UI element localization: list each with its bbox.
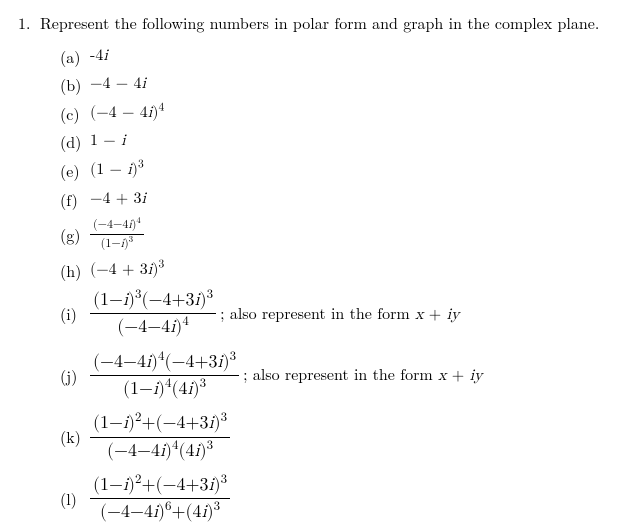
item-expr: (1−i)2+(−4+3i)3 (−4−4i)4(4i)3 <box>90 411 230 463</box>
fraction: (1−i)3(−4+3i)3 (−4−4i)4 <box>90 288 216 340</box>
fraction: (−4−4i)4(−4+3i)3 (1−i)4(4i)3 <box>90 350 239 402</box>
item-label: (d) <box>60 131 90 153</box>
item-b: (b) −4 − 4i <box>60 74 624 96</box>
item-expr: (−4 − 4i)4 <box>90 103 164 125</box>
item-label: (a) <box>60 46 90 68</box>
item-g: (g) (−4−4i)4 (1−i)3 <box>60 217 624 252</box>
problem-number: 1. <box>18 12 40 34</box>
item-i: (i) (1−i)3(−4+3i)3 (−4−4i)4 ; also repre… <box>60 288 624 340</box>
item-expr: (1−i)2+(−4+3i)3 (−4−4i)6+(4i)3 <box>90 473 230 525</box>
item-h: (h) (−4 + 3i)3 <box>60 260 624 282</box>
item-f: (f) −4 + 3i <box>60 189 624 211</box>
item-label: (f) <box>60 189 90 211</box>
fraction: (1−i)2+(−4+3i)3 (−4−4i)4(4i)3 <box>90 411 230 463</box>
item-label: (j) <box>60 365 90 387</box>
item-d: (d) 1 − i <box>60 131 624 153</box>
item-trailing: ; also represent in the form x + iy <box>220 302 459 327</box>
item-label: (l) <box>60 488 90 510</box>
item-expr: 1 − i <box>90 131 126 153</box>
item-expr: (−4 + 3i)3 <box>90 260 164 282</box>
item-expr: (1−i)3(−4+3i)3 (−4−4i)4 <box>90 288 216 340</box>
item-expr: −4 + 3i <box>90 189 146 211</box>
item-label: (c) <box>60 103 90 125</box>
fraction: (1−i)2+(−4+3i)3 (−4−4i)6+(4i)3 <box>90 473 230 525</box>
item-e: (e) (1 − i)3 <box>60 160 624 182</box>
item-label: (b) <box>60 74 90 96</box>
item-label: (k) <box>60 426 90 448</box>
problem-intro: 1.Represent the following numbers in pol… <box>18 12 624 34</box>
item-label: (e) <box>60 160 90 182</box>
item-c: (c) (−4 − 4i)4 <box>60 103 624 125</box>
item-expr: (−4−4i)4 (1−i)3 <box>90 217 144 252</box>
item-label: (i) <box>60 303 90 325</box>
item-expr: -4i <box>90 46 108 68</box>
item-k: (k) (1−i)2+(−4+3i)3 (−4−4i)4(4i)3 <box>60 411 624 463</box>
item-a: (a) -4i <box>60 46 624 68</box>
item-trailing: ; also represent in the form x + iy <box>243 363 482 388</box>
item-list: (a) -4i (b) −4 − 4i (c) (−4 − 4i)4 (d) 1… <box>18 46 624 525</box>
item-label: (g) <box>60 224 90 246</box>
problem-text: Represent the following numbers in polar… <box>40 11 599 34</box>
item-l: (l) (1−i)2+(−4+3i)3 (−4−4i)6+(4i)3 <box>60 473 624 525</box>
item-expr: (1 − i)3 <box>90 160 144 182</box>
fraction: (−4−4i)4 (1−i)3 <box>90 217 144 252</box>
item-label: (h) <box>60 260 90 282</box>
item-expr: −4 − 4i <box>90 74 146 96</box>
item-expr: (−4−4i)4(−4+3i)3 (1−i)4(4i)3 <box>90 350 239 402</box>
item-j: (j) (−4−4i)4(−4+3i)3 (1−i)4(4i)3 ; also … <box>60 350 624 402</box>
